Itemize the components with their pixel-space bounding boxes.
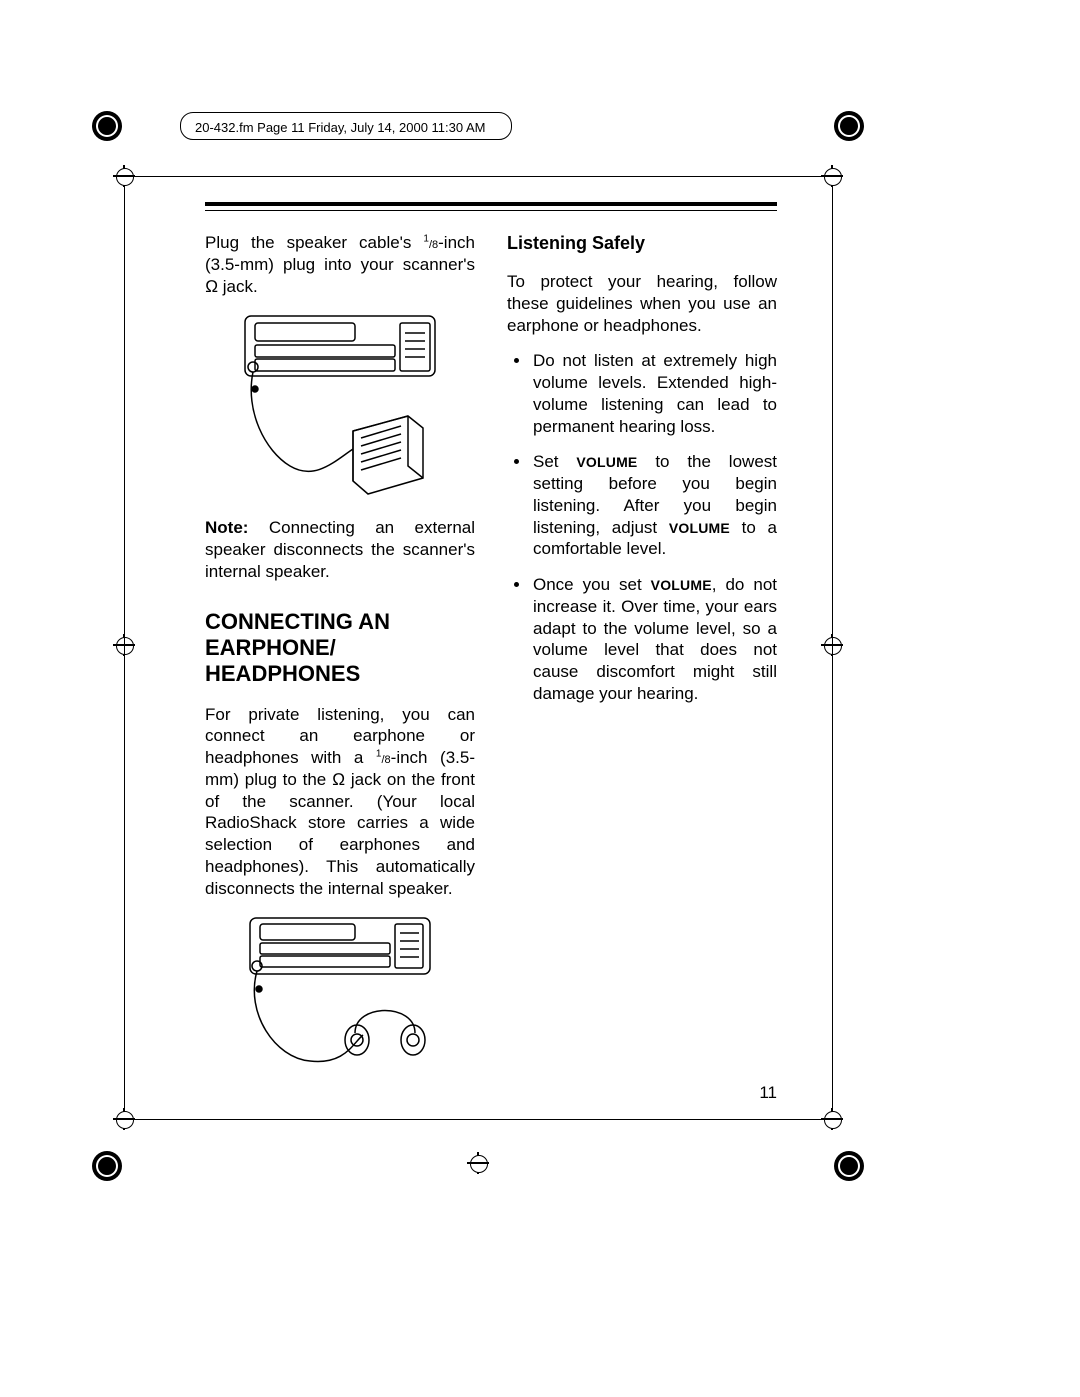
- crosshair-bot-left: [113, 1108, 135, 1130]
- left-column: Plug the speaker cable's 1/8-inch (3.5-m…: [205, 232, 475, 1099]
- safety-bullet-3: Once you set VOLUME, do not increase it.…: [531, 574, 777, 705]
- listening-intro: To protect your hearing, follow these gu…: [507, 271, 777, 336]
- text: Set: [533, 452, 576, 471]
- section-rule-thick: [205, 202, 777, 206]
- crosshair-bot-mid: [467, 1152, 489, 1174]
- headphone-illustration-svg: [235, 913, 445, 1083]
- note-label: Note:: [205, 518, 248, 537]
- volume-label: VOLUME: [651, 577, 712, 593]
- page: 20-432.fm Page 11 Friday, July 14, 2000 …: [0, 0, 1080, 1397]
- safety-list: Do not listen at extremely high volume l…: [507, 350, 777, 704]
- text: Once you set: [533, 575, 651, 594]
- fraction-denominator: /8: [429, 239, 438, 251]
- reg-mark-top-right: [834, 111, 864, 141]
- speaker-illustration-svg: [235, 311, 445, 501]
- crosshair-bot-right: [821, 1108, 843, 1130]
- text: -inch (3.5-mm) plug to the Ω jack on the…: [205, 748, 475, 898]
- frame-top: [135, 176, 821, 177]
- frame-bottom: [135, 1119, 821, 1120]
- frame-left: [124, 187, 125, 1108]
- crosshair-top-left: [113, 165, 135, 187]
- illustration-scanner-headphones: [235, 913, 445, 1083]
- note-paragraph: Note: Connecting an external speaker dis…: [205, 517, 475, 582]
- fraction-denominator: /8: [381, 754, 390, 766]
- volume-label: VOLUME: [576, 454, 637, 470]
- earphone-paragraph: For private listening, you can connect a…: [205, 704, 475, 900]
- heading-listening-safely: Listening Safely: [507, 232, 777, 255]
- speaker-plug-paragraph: Plug the speaker cable's 1/8-inch (3.5-m…: [205, 232, 475, 297]
- content-area: Plug the speaker cable's 1/8-inch (3.5-m…: [205, 232, 777, 1099]
- crosshair-top-right: [821, 165, 843, 187]
- running-head: 20-432.fm Page 11 Friday, July 14, 2000 …: [195, 120, 486, 135]
- safety-bullet-1: Do not listen at extremely high volume l…: [531, 350, 777, 437]
- reg-mark-top-left: [92, 111, 122, 141]
- text: , do not increase it. Over time, your ea…: [533, 575, 777, 703]
- right-column: Listening Safely To protect your hearing…: [507, 232, 777, 1099]
- heading-connecting-earphone: CONNECTING AN EARPHONE/ HEADPHONES: [205, 609, 475, 688]
- reg-mark-bottom-left: [92, 1151, 122, 1181]
- section-rule-thin: [205, 210, 777, 211]
- safety-bullet-2: Set VOLUME to the lowest setting before …: [531, 451, 777, 560]
- reg-mark-bottom-right: [834, 1151, 864, 1181]
- text: Plug the speaker cable's: [205, 233, 423, 252]
- frame-right: [832, 187, 833, 1108]
- volume-label: VOLUME: [669, 520, 730, 536]
- illustration-scanner-speaker: [235, 311, 445, 501]
- page-number: 11: [759, 1083, 777, 1103]
